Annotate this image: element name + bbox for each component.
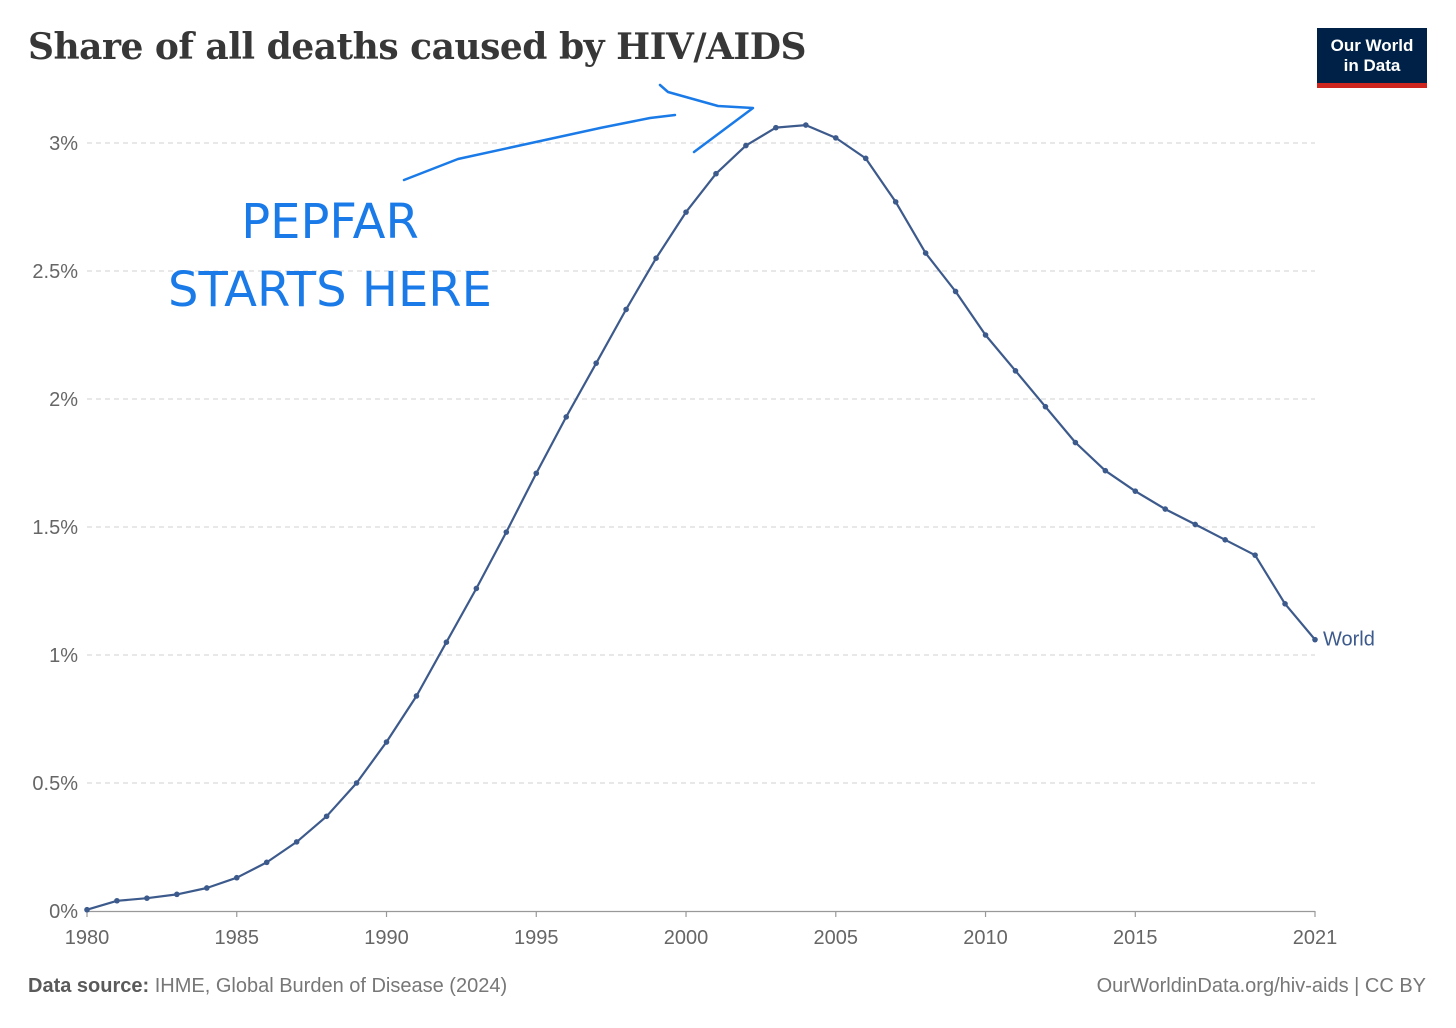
data-point[interactable]: [1312, 636, 1318, 643]
data-point[interactable]: [204, 885, 210, 891]
x-tick-label: 2000: [664, 927, 709, 949]
chart-title: Share of all deaths caused by HIV/AIDS: [28, 26, 807, 68]
data-point[interactable]: [683, 209, 689, 215]
data-point[interactable]: [84, 906, 90, 913]
data-point[interactable]: [353, 780, 360, 786]
y-tick-label: 1%: [49, 645, 78, 667]
data-point[interactable]: [293, 839, 300, 845]
y-tick-label: 2%: [49, 389, 78, 411]
y-tick-label: 2.5%: [32, 261, 78, 283]
x-tick-label: 1990: [364, 927, 409, 949]
data-point[interactable]: [1222, 537, 1228, 543]
data-point[interactable]: [1192, 521, 1198, 528]
data-point[interactable]: [773, 124, 779, 131]
data-point[interactable]: [892, 199, 899, 205]
x-tick-label: 2010: [963, 927, 1008, 949]
y-tick-label: 0%: [49, 901, 78, 923]
series-line-world: [86, 123, 1316, 911]
logo-line-2: in Data: [1343, 56, 1401, 75]
annotation-arrow: [402, 83, 755, 182]
data-point[interactable]: [952, 288, 959, 295]
y-tick-label: 0.5%: [32, 773, 78, 795]
x-tick-label: 2015: [1113, 927, 1158, 949]
x-tick-label: 2021: [1293, 927, 1338, 949]
y-tick-label: 3%: [49, 133, 78, 155]
data-point[interactable]: [233, 874, 240, 881]
data-point[interactable]: [383, 739, 390, 745]
x-axis: 1980 1985 1990 1995 2000 2005 2010 2015 2021: [65, 910, 1338, 949]
data-point[interactable]: [443, 639, 450, 645]
data-point[interactable]: [1162, 506, 1169, 512]
data-point[interactable]: [803, 122, 809, 128]
series-group: World: [84, 122, 1375, 913]
data-point[interactable]: [1042, 403, 1049, 410]
data-point[interactable]: [922, 250, 929, 256]
data-source-text[interactable]: IHME, Global Burden of Disease (2024): [154, 975, 508, 997]
data-point[interactable]: [503, 529, 510, 535]
data-source-label: Data source:: [28, 975, 150, 997]
data-point[interactable]: [593, 360, 599, 366]
data-point[interactable]: [1072, 439, 1079, 446]
gridlines: [87, 142, 1315, 784]
series-label-world: World: [1323, 629, 1375, 651]
data-point[interactable]: [1102, 467, 1109, 474]
data-point[interactable]: [1282, 601, 1288, 607]
data-point[interactable]: [144, 895, 150, 901]
data-point[interactable]: [563, 414, 570, 420]
data-point[interactable]: [1132, 488, 1139, 494]
data-point[interactable]: [713, 170, 719, 177]
data-point[interactable]: [174, 891, 180, 898]
annotation-line-2: STARTS HERE: [168, 262, 492, 318]
x-tick-label: 1985: [215, 927, 260, 949]
x-tick-label: 1980: [65, 927, 110, 949]
y-axis-labels: 0% 0.5% 1% 1.5% 2% 2.5% 3%: [32, 133, 78, 923]
data-point[interactable]: [533, 470, 540, 477]
data-point[interactable]: [263, 859, 270, 866]
data-point[interactable]: [1012, 368, 1019, 374]
x-tick-label: 2005: [814, 927, 859, 949]
data-point[interactable]: [323, 813, 330, 820]
data-point[interactable]: [413, 693, 420, 699]
data-point[interactable]: [653, 255, 659, 261]
annotation-line-1: PEPFAR: [241, 194, 419, 250]
data-source: Data source: IHME, Global Burden of Dise…: [28, 975, 507, 998]
owid-logo[interactable]: Our World in Data: [1317, 28, 1427, 88]
data-point[interactable]: [982, 332, 989, 338]
data-point[interactable]: [1252, 552, 1258, 558]
y-tick-label: 1.5%: [32, 517, 78, 539]
pepfar-annotation: PEPFAR STARTS HERE: [80, 188, 580, 324]
data-point[interactable]: [114, 897, 120, 904]
logo-line-1: Our World: [1330, 36, 1414, 55]
credit-link[interactable]: OurWorldinData.org/hiv-aids | CC BY: [1096, 975, 1426, 997]
data-point[interactable]: [862, 155, 869, 162]
x-tick-label: 1995: [514, 927, 559, 949]
data-point[interactable]: [473, 585, 480, 592]
data-point[interactable]: [832, 135, 839, 141]
data-point[interactable]: [623, 306, 629, 313]
data-point[interactable]: [743, 142, 749, 149]
